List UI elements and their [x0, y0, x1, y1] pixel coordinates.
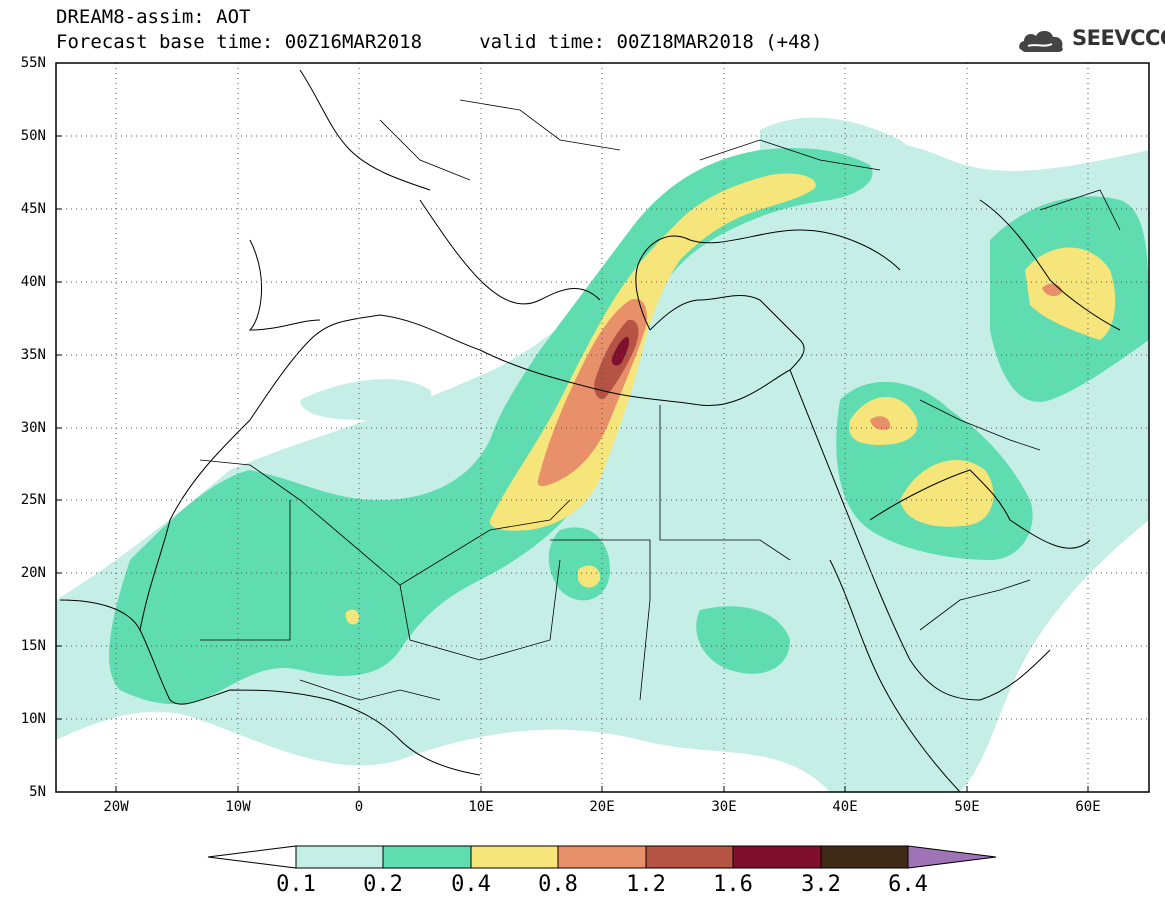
lon-label: 60E: [1075, 799, 1101, 815]
lat-label: 40N: [20, 274, 46, 290]
colorbar-label: 0.1: [276, 872, 316, 897]
lat-label: 20N: [20, 565, 46, 581]
lat-label: 5N: [29, 784, 46, 800]
lat-label: 25N: [20, 492, 46, 508]
lon-label: 50E: [954, 799, 980, 815]
colorbar-label: 0.8: [538, 872, 578, 897]
lat-label: 55N: [20, 55, 46, 71]
cloud-icon: [1019, 30, 1063, 52]
map-title: DREAM8-assim: AOT: [56, 6, 251, 28]
colorbar-label: 0.2: [363, 872, 403, 897]
lon-label: 40E: [832, 799, 858, 815]
colorbar-label: 3.2: [801, 872, 841, 897]
lat-label: 45N: [20, 201, 46, 217]
lat-label: 30N: [20, 420, 46, 436]
logo-text: SEEVCCC: [1072, 26, 1165, 50]
aot-level-1.6: [611, 336, 630, 366]
aot-contours: [56, 117, 1149, 792]
lon-label: 10W: [225, 799, 251, 815]
coastlines: [59, 69, 1121, 792]
lat-label: 50N: [20, 128, 46, 144]
colorbar-label: 6.4: [888, 872, 928, 897]
lon-label: 20E: [589, 799, 615, 815]
lat-label: 15N: [20, 638, 46, 654]
country-borders: [199, 99, 1121, 701]
lon-label: 0: [354, 799, 364, 815]
lon-label: 30E: [711, 799, 737, 815]
lat-label: 10N: [20, 711, 46, 727]
lon-label: 20W: [103, 799, 129, 815]
colorbar-label: 1.6: [713, 872, 753, 897]
axis-ticks: [56, 135, 1089, 792]
forecast-times: Forecast base time: 00Z16MAR2018 valid t…: [56, 31, 823, 53]
colorbar-label: 1.2: [626, 872, 666, 897]
lon-label: 10E: [468, 799, 494, 815]
colorbar-label: 0.4: [451, 872, 491, 897]
graticule: [56, 63, 1149, 792]
lat-label: 35N: [20, 347, 46, 363]
